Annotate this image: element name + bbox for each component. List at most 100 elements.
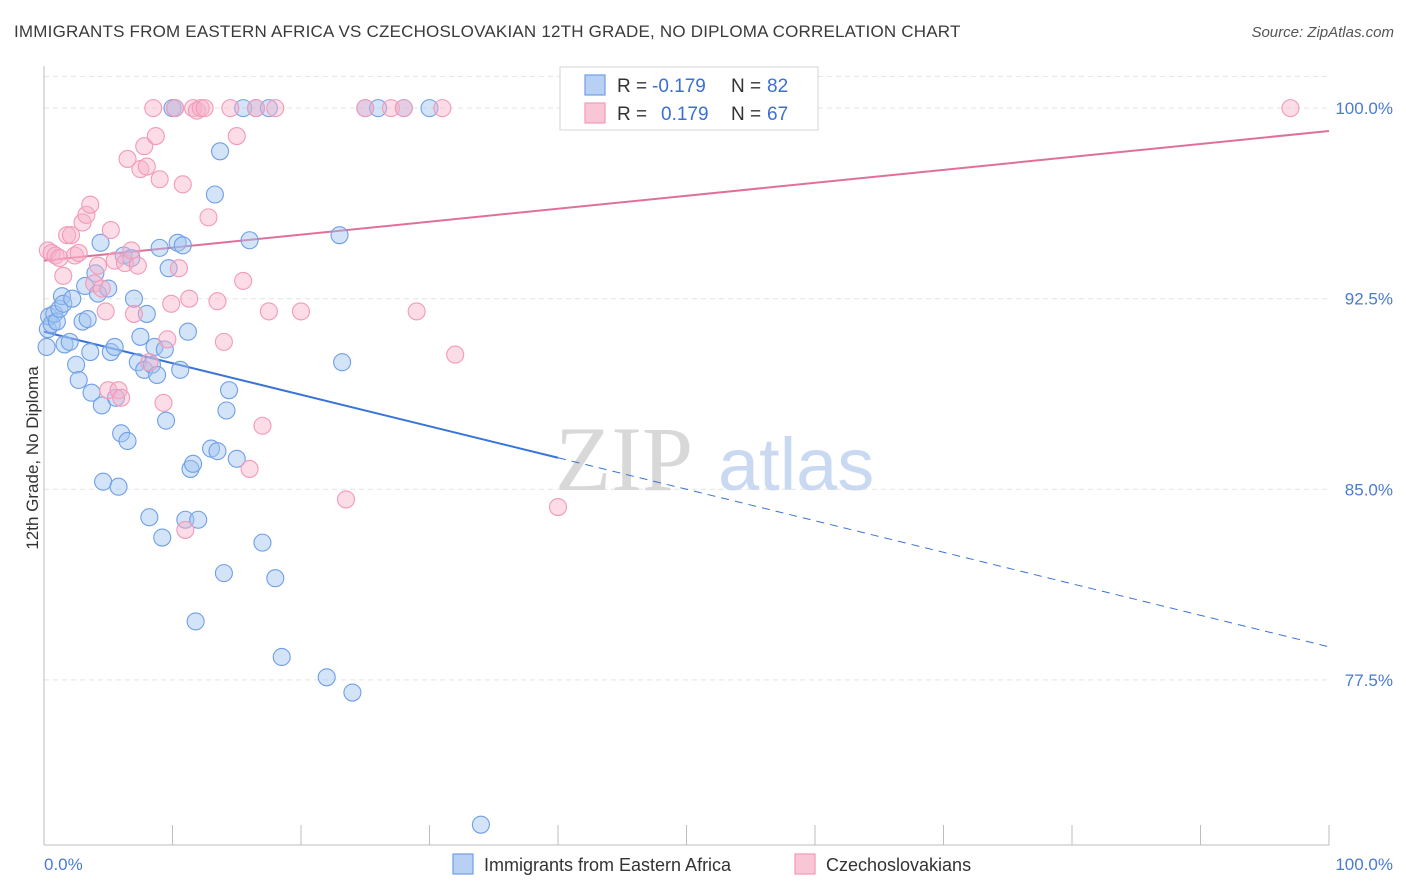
x-tick-labels: 0.0% 100.0% <box>44 855 1393 874</box>
point-s1-16 <box>78 309 97 329</box>
point-s1-66 <box>234 99 253 118</box>
point-s1-52 <box>176 510 195 529</box>
y-axis-label: 12th Grade, No Diploma <box>23 366 42 550</box>
point-s2-60 <box>394 99 413 118</box>
point-s1-69 <box>253 533 272 552</box>
point-s1-43 <box>153 528 172 547</box>
point-s2-35 <box>162 294 181 313</box>
point-s2-45 <box>199 208 218 227</box>
point-s1-76 <box>343 683 362 702</box>
data-points <box>37 99 1300 834</box>
y-tick-label-3: 77.5% <box>1345 671 1393 690</box>
point-s1-56 <box>186 612 205 631</box>
point-s1-28 <box>109 477 128 496</box>
point-s1-22 <box>92 396 111 415</box>
axes <box>43 66 1330 846</box>
point-s2-15 <box>96 302 115 321</box>
legend-bottom-swatch-blue <box>452 853 474 875</box>
point-s2-48 <box>221 99 240 118</box>
point-s2-28 <box>137 157 156 176</box>
point-s1-61 <box>210 142 230 161</box>
point-s2-3 <box>50 248 69 268</box>
point-s2-22 <box>118 149 137 168</box>
point-s2-44 <box>195 99 214 118</box>
point-s2-51 <box>240 459 259 478</box>
point-s1-26 <box>105 337 124 357</box>
point-s1-24 <box>99 279 118 298</box>
point-s2-64 <box>548 497 568 517</box>
point-s1-12 <box>67 355 86 374</box>
y-tick-label-2: 85.0% <box>1345 480 1393 499</box>
point-s2-33 <box>154 393 173 412</box>
watermark: ZIP atlas <box>555 408 874 510</box>
point-s2-40 <box>180 289 199 308</box>
point-s2-24 <box>124 304 143 323</box>
point-s2-43 <box>191 99 210 118</box>
point-s2-25 <box>128 256 147 275</box>
point-s1-59 <box>205 185 224 204</box>
point-s2-54 <box>259 302 278 321</box>
source-label: Source: ZipAtlas.com <box>1251 24 1394 41</box>
point-s1-33 <box>124 289 143 308</box>
point-s1-81 <box>471 815 490 834</box>
point-s2-47 <box>214 332 233 351</box>
point-s2-10 <box>77 205 96 224</box>
point-s2-30 <box>144 99 163 118</box>
point-s1-35 <box>131 327 150 346</box>
legend-n-value-1: 82 <box>767 76 788 97</box>
point-s1-71 <box>266 569 285 588</box>
legend-bottom-swatch-pink <box>794 853 816 875</box>
point-s2-37 <box>169 259 188 278</box>
legend-swatch-blue <box>584 74 606 96</box>
point-s2-39 <box>176 520 195 539</box>
point-s1-70 <box>259 99 278 118</box>
point-s1-45 <box>157 411 176 430</box>
legend-r-value-1: -0.179 <box>652 76 706 97</box>
trend-line-blue-solid <box>43 330 559 459</box>
point-s2-20 <box>112 388 131 407</box>
point-s1-72 <box>272 647 291 667</box>
point-s1-78 <box>369 99 388 118</box>
legend-n-label-2: N = <box>731 104 761 125</box>
point-s1-9 <box>55 335 74 354</box>
point-s1-73 <box>317 668 336 687</box>
point-s1-7 <box>52 287 72 306</box>
point-s1-64 <box>219 381 239 400</box>
point-s2-31 <box>146 127 165 146</box>
point-s1-62 <box>214 564 233 583</box>
point-s2-34 <box>158 330 177 349</box>
point-s2-56 <box>291 302 311 321</box>
y-tick-labels: 100.0% 92.5% 85.0% 77.5% <box>1335 99 1393 690</box>
point-s1-8 <box>54 294 73 313</box>
y-tick-label-1: 92.5% <box>1345 290 1393 309</box>
point-s1-21 <box>91 233 110 252</box>
point-s1-51 <box>173 236 192 255</box>
point-s1-23 <box>94 472 113 491</box>
point-s1-75 <box>333 353 352 372</box>
point-s1-0 <box>37 337 56 357</box>
point-s1-38 <box>140 508 159 527</box>
point-s2-55 <box>266 99 285 118</box>
point-s1-31 <box>118 431 137 451</box>
point-s1-49 <box>168 233 187 252</box>
chart-title: IMMIGRANTS FROM EASTERN AFRICA VS CZECHO… <box>14 22 961 41</box>
point-s2-52 <box>246 99 266 118</box>
x-tick-label-0: 0.0% <box>44 855 83 874</box>
point-s2-65 <box>1281 99 1300 118</box>
point-s1-50 <box>171 360 190 379</box>
point-s2-13 <box>88 256 108 275</box>
watermark-atlas: atlas <box>718 423 874 506</box>
point-s2-53 <box>253 416 272 435</box>
point-s2-59 <box>381 99 401 118</box>
point-s1-53 <box>178 322 197 341</box>
point-s1-65 <box>227 449 246 468</box>
point-s2-14 <box>92 279 111 298</box>
point-s1-37 <box>137 304 156 323</box>
point-s2-8 <box>69 243 88 263</box>
point-s1-46 <box>159 259 178 278</box>
legend-r-label-2: R = <box>617 104 647 125</box>
legend-r-value-2: 0.179 <box>661 104 709 125</box>
point-s2-49 <box>227 127 246 146</box>
legend-r-label-1: R = <box>617 76 647 97</box>
